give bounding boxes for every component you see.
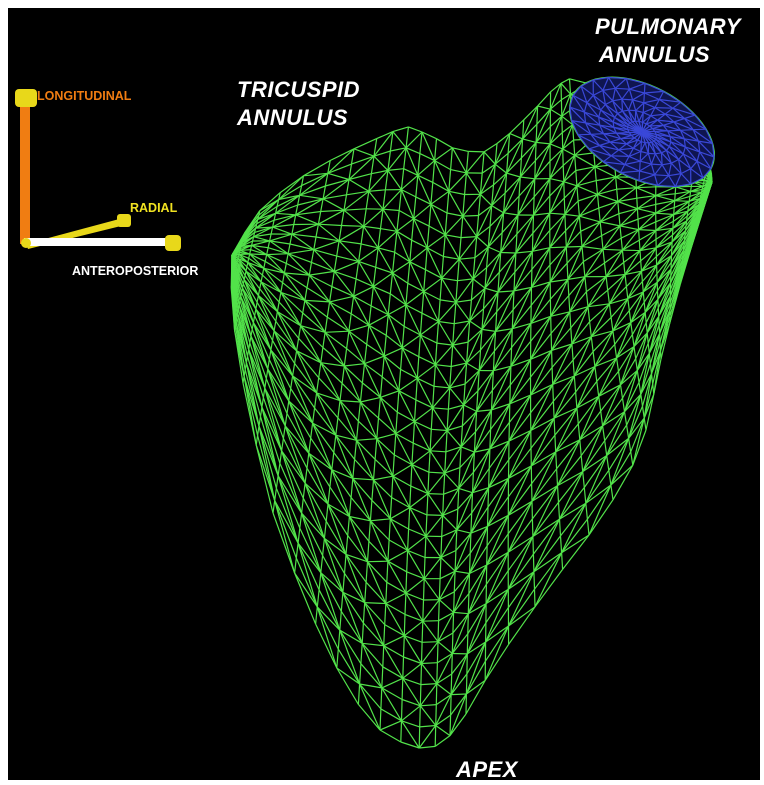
anteroposterior-handle[interactable] (165, 235, 181, 251)
longitudinal-handle[interactable] (15, 89, 37, 107)
apex-label: APEX (456, 757, 518, 780)
scene-canvas (15, 76, 715, 749)
pulmonary-annulus-mesh (569, 76, 715, 188)
pulmonary-annulus-label: PULMONARY ANNULUS (595, 14, 741, 67)
anteroposterior-axis-label: ANTEROPOSTERIOR (72, 264, 199, 278)
ventricle-mesh (230, 78, 713, 749)
longitudinal-axis (20, 102, 30, 244)
anteroposterior-axis (24, 238, 176, 246)
orientation-axes (15, 89, 181, 251)
axes-origin (21, 238, 31, 248)
radial-handle[interactable] (117, 214, 131, 227)
longitudinal-axis-label: LONGITUDINAL (37, 89, 132, 103)
3d-viewport[interactable]: LONGITUDINAL RADIAL ANTEROPOSTERIOR TRIC… (8, 8, 760, 780)
radial-axis-label: RADIAL (130, 201, 178, 215)
tricuspid-annulus-label: TRICUSPID ANNULUS (237, 77, 361, 130)
